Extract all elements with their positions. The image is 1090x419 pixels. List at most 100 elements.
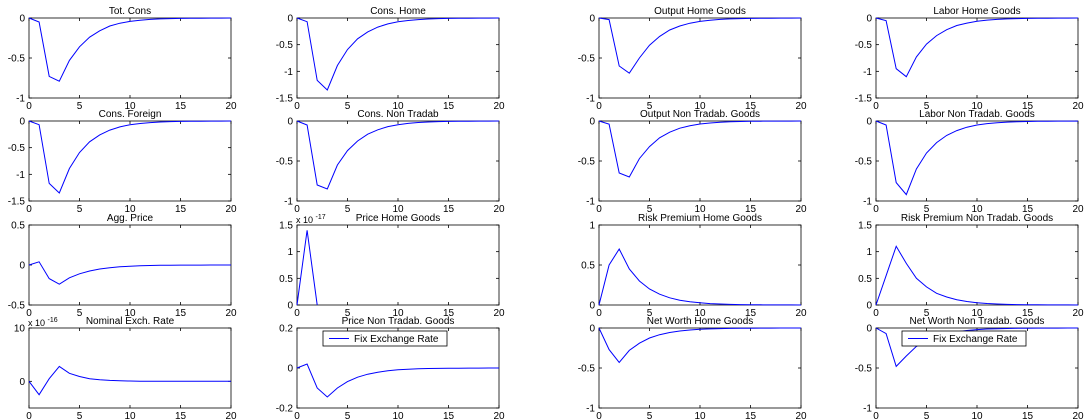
y-tick-label: 1.5: [279, 221, 293, 232]
x-tick-label: 0: [873, 411, 879, 419]
y-exponent-label: x 10 -17: [296, 214, 326, 225]
x-tick-label: 0: [596, 411, 602, 419]
series-line: [875, 17, 1079, 78]
subplot-title: Risk Premium Home Goods: [638, 213, 762, 224]
y-tick-label: -1: [863, 404, 872, 415]
x-tick-label: 0: [873, 308, 879, 319]
subplot-title: Cons. Home: [370, 6, 426, 17]
y-tick-label: -0.5: [855, 157, 873, 168]
x-tick-label: 0: [873, 204, 879, 215]
series-line: [598, 17, 802, 74]
x-tick-label: 15: [443, 204, 455, 215]
x-tick-label: 20: [225, 101, 237, 112]
y-tick-label: -1: [863, 197, 872, 208]
y-tick-label: -1: [16, 170, 25, 181]
series-line: [598, 327, 801, 364]
x-tick-label: 10: [694, 411, 706, 419]
y-tick-label: -0.5: [578, 54, 596, 65]
x-tick-label: 0: [26, 101, 32, 112]
subplot: 0 5 10 15 20 0 -0.5 -1 Cons. Non Tradab: [276, 109, 505, 215]
axes-frame: [598, 327, 802, 409]
x-tick-label: 5: [345, 411, 351, 419]
x-tick-label: 15: [1022, 308, 1034, 319]
axes-frame: [598, 120, 802, 202]
y-tick-label: 0: [287, 301, 293, 312]
x-tick-label: 0: [294, 308, 300, 319]
legend-box: [322, 330, 448, 347]
subplot-title: Cons. Non Tradab: [357, 109, 439, 120]
series-line: [598, 247, 802, 306]
series-line: [296, 230, 318, 306]
x-tick-label: 10: [971, 101, 983, 112]
y-tick-label: -1.5: [8, 197, 26, 208]
y-tick-label: 10: [14, 324, 26, 335]
y-exponent-label: x 10 -16: [28, 317, 58, 328]
subplot: 0 5 10 15 20 0 -0.5 -1 Output Home Goods: [578, 6, 807, 112]
x-tick-label: 15: [443, 411, 455, 419]
x-tick-label: 20: [493, 101, 505, 112]
subplot: 0 5 10 15 20 0 -0.5 -1 Net Worth Non Tradab. Goo…: [855, 316, 1084, 419]
y-tick-label: 0: [866, 14, 872, 25]
y-tick-label: 0: [589, 324, 595, 335]
x-tick-label: 20: [1072, 204, 1084, 215]
x-tick-label: 20: [795, 308, 807, 319]
y-tick-label: 1: [589, 221, 595, 232]
y-tick-label: 0.5: [858, 274, 872, 285]
y-tick-label: 0.2: [279, 324, 293, 335]
series-line: [875, 245, 1079, 306]
subplot: 0 5 10 15 20 0 -0.5 -1 -1.5 Cons. Foreign: [8, 109, 237, 215]
x-tick-label: 10: [392, 101, 404, 112]
subplot: 0 5 10 15 20 1.5 1 0.5 0 Risk Premium Non Tradab.…: [858, 213, 1084, 319]
x-tick-label: 5: [924, 204, 930, 215]
y-tick-label: -0.5: [578, 157, 596, 168]
x-tick-label: 10: [124, 411, 136, 419]
y-tick-label: -1: [586, 404, 595, 415]
x-tick-label: 20: [225, 204, 237, 215]
x-tick-label: 0: [294, 101, 300, 112]
y-tick-label: 0: [19, 377, 25, 388]
legend-label: Fix Exchange Rate: [933, 334, 1018, 345]
x-tick-label: 10: [971, 204, 983, 215]
subplot-title: Net Worth Home Goods: [647, 316, 754, 327]
x-tick-label: 20: [1072, 308, 1084, 319]
x-tick-label: 20: [795, 204, 807, 215]
series-line: [875, 120, 1078, 196]
legend-box: [901, 330, 1027, 347]
x-tick-label: 5: [647, 308, 653, 319]
subplot-title: Tot. Cons: [109, 6, 151, 17]
x-tick-label: 15: [1022, 204, 1034, 215]
x-tick-label: 0: [294, 411, 300, 419]
series-line: [28, 261, 231, 285]
x-tick-label: 0: [873, 101, 879, 112]
x-tick-label: 20: [225, 411, 237, 419]
x-tick-label: 0: [26, 308, 32, 319]
y-tick-label: -0.5: [855, 364, 873, 375]
y-tick-label: 0.5: [279, 274, 293, 285]
x-tick-label: 10: [392, 411, 404, 419]
y-tick-label: 1: [866, 247, 872, 258]
subplot: 0 5 10 15 20 10 0 x 10 -16 Nominal Exch. Rate: [14, 316, 237, 419]
x-tick-label: 0: [596, 204, 602, 215]
subplot-title: Agg. Price: [107, 213, 154, 224]
y-tick-label: -0.2: [276, 404, 294, 415]
y-tick-label: 0: [287, 14, 293, 25]
subplot-title: Output Non Tradab. Goods: [640, 109, 760, 120]
x-tick-label: 10: [392, 204, 404, 215]
subplot-title: Price Non Tradab. Goods: [342, 316, 455, 327]
x-tick-label: 15: [745, 411, 757, 419]
y-tick-label: 0.5: [581, 261, 595, 272]
axes-frame: [28, 327, 232, 409]
subplot-title: Labor Home Goods: [933, 6, 1020, 17]
x-tick-label: 15: [745, 101, 757, 112]
y-tick-label: -0.5: [8, 301, 26, 312]
y-tick-label: -0.5: [855, 40, 873, 51]
subplot-title: Risk Premium Non Tradab. Goods: [901, 213, 1053, 224]
y-tick-label: 0: [589, 301, 595, 312]
subplot-title: Price Home Goods: [356, 213, 440, 224]
axes-frame: [296, 17, 500, 99]
axes-frame: [296, 224, 500, 306]
series-line: [28, 17, 232, 82]
subplot: 0 5 10 15 20 0 -0.5 -1 Output Non Tradab. Goods: [578, 109, 807, 215]
